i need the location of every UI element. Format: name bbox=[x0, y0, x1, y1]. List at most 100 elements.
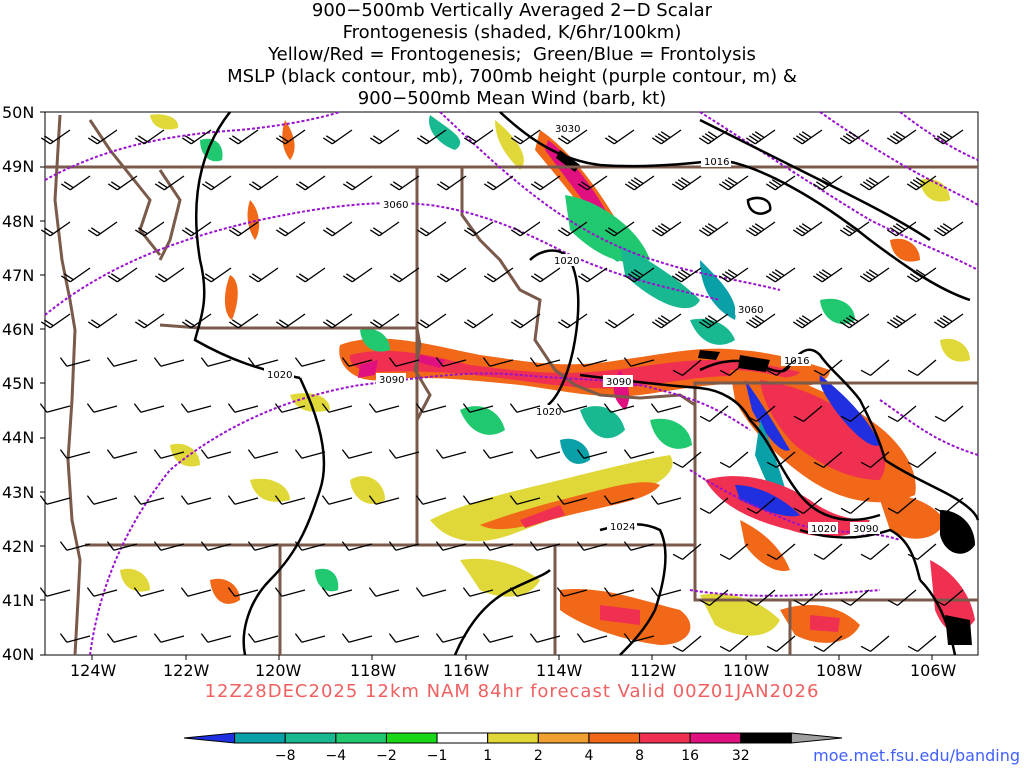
wind-barb bbox=[907, 451, 937, 468]
wind-barb bbox=[200, 541, 232, 551]
wind-barb bbox=[672, 359, 702, 376]
wind-barbs bbox=[39, 129, 964, 652]
wind-barb bbox=[60, 175, 91, 191]
lon-label-110w: 110W bbox=[723, 661, 770, 680]
wind-barb bbox=[227, 587, 259, 597]
wind-barb bbox=[766, 359, 796, 376]
wind-barb bbox=[906, 267, 937, 283]
credit-link[interactable]: moe.met.fsu.edu/banding bbox=[813, 746, 1020, 765]
wind-barb bbox=[557, 221, 588, 237]
wind-barb bbox=[557, 313, 588, 329]
wind-barb bbox=[907, 543, 937, 560]
wind-barb bbox=[200, 357, 232, 367]
wind-barb bbox=[839, 221, 870, 237]
wind-barb bbox=[388, 357, 420, 367]
wind-barb bbox=[40, 129, 71, 145]
wind-barb bbox=[181, 221, 212, 237]
wind-barb bbox=[623, 449, 655, 459]
colorbar-tick-label: 4 bbox=[584, 748, 593, 764]
wind-barb bbox=[651, 221, 682, 237]
wind-barb bbox=[745, 129, 776, 145]
longitude-labels: 124W 122W 120W 118W 116W 114W 112W 110W … bbox=[70, 661, 957, 680]
wind-barb bbox=[369, 221, 400, 237]
wind-barb bbox=[247, 449, 279, 459]
wind-barb bbox=[275, 313, 306, 329]
wind-barb bbox=[887, 497, 917, 514]
wind-barb bbox=[369, 129, 400, 145]
colorbar-tick-label: −2 bbox=[376, 748, 397, 764]
wind-barb bbox=[699, 497, 729, 514]
wind-barb bbox=[59, 633, 91, 643]
wind-barb bbox=[247, 357, 279, 367]
wind-barb bbox=[341, 541, 373, 551]
wind-barb bbox=[623, 541, 655, 551]
wind-barb bbox=[274, 587, 306, 597]
wind-barb bbox=[462, 403, 494, 413]
wind-barb bbox=[154, 175, 185, 191]
title-line-2: Frontogenesis (shaded, K/6hr/100km) bbox=[342, 22, 682, 43]
wind-barb bbox=[604, 313, 635, 329]
wind-barb bbox=[134, 129, 165, 145]
political-borders bbox=[45, 114, 978, 656]
wind-barb bbox=[181, 129, 212, 145]
colorbar-tick-label: −8 bbox=[275, 748, 296, 764]
title-line-1: 900−500mb Vertically Averaged 2−D Scalar bbox=[311, 0, 713, 21]
wind-barb bbox=[813, 359, 843, 376]
wind-barb bbox=[368, 587, 400, 597]
wind-barb bbox=[766, 543, 796, 560]
wind-barb bbox=[859, 267, 890, 283]
wind-barb bbox=[812, 267, 843, 283]
lat-label-44n: 44N bbox=[2, 428, 34, 447]
wind-barb bbox=[886, 129, 917, 145]
wind-barb bbox=[436, 175, 467, 191]
wind-barb bbox=[812, 175, 843, 191]
wind-barb bbox=[699, 405, 729, 422]
wind-barb bbox=[840, 589, 870, 606]
lat-label-50n: 50N bbox=[2, 103, 34, 122]
wind-barb bbox=[134, 313, 165, 329]
wind-barb bbox=[322, 129, 353, 145]
wind-barb bbox=[435, 633, 467, 643]
colorbar-segment bbox=[790, 732, 843, 744]
wind-barb bbox=[106, 449, 138, 459]
wind-barb bbox=[529, 633, 561, 643]
wind-barb bbox=[201, 175, 232, 191]
title-line-3: Yellow/Red = Frontogenesis; Green/Blue =… bbox=[268, 44, 756, 65]
wind-barb bbox=[860, 543, 890, 560]
lon-label-108w: 108W bbox=[816, 661, 863, 680]
wind-barb bbox=[321, 403, 353, 413]
wind-barb bbox=[482, 449, 514, 459]
wind-barb bbox=[557, 129, 588, 145]
wind-barb bbox=[624, 175, 655, 191]
wind-barb bbox=[388, 541, 420, 551]
wind-barb bbox=[556, 403, 588, 413]
wind-barb bbox=[40, 221, 71, 237]
wind-barb bbox=[248, 267, 279, 283]
height-label-3090c: 3090 bbox=[853, 524, 878, 535]
pressure-label-1020b: 1020 bbox=[267, 370, 292, 381]
wind-barb bbox=[153, 541, 185, 551]
wind-barb bbox=[181, 313, 212, 329]
lat-label-48n: 48N bbox=[2, 212, 34, 231]
lat-label-49n: 49N bbox=[2, 157, 34, 176]
height-label-3030: 3030 bbox=[555, 124, 580, 135]
wind-barb bbox=[59, 449, 91, 459]
wind-barb bbox=[294, 357, 326, 367]
wind-barb bbox=[577, 267, 608, 283]
wind-barb bbox=[274, 495, 306, 505]
lat-label-46n: 46N bbox=[2, 320, 34, 339]
wind-barb bbox=[294, 633, 326, 643]
wind-barb bbox=[321, 587, 353, 597]
wind-barb bbox=[793, 589, 823, 606]
wind-barb bbox=[672, 543, 702, 560]
wind-barb bbox=[154, 267, 185, 283]
wind-barb bbox=[746, 497, 776, 514]
wind-barb bbox=[228, 313, 259, 329]
lat-label-47n: 47N bbox=[2, 266, 34, 285]
height-label-3090b: 3090 bbox=[606, 377, 631, 388]
lat-label-41n: 41N bbox=[2, 591, 34, 610]
wind-barb bbox=[886, 313, 917, 329]
wind-barb bbox=[59, 541, 91, 551]
wind-barb bbox=[86, 403, 118, 413]
colorbar-tick-label: −1 bbox=[427, 748, 448, 764]
